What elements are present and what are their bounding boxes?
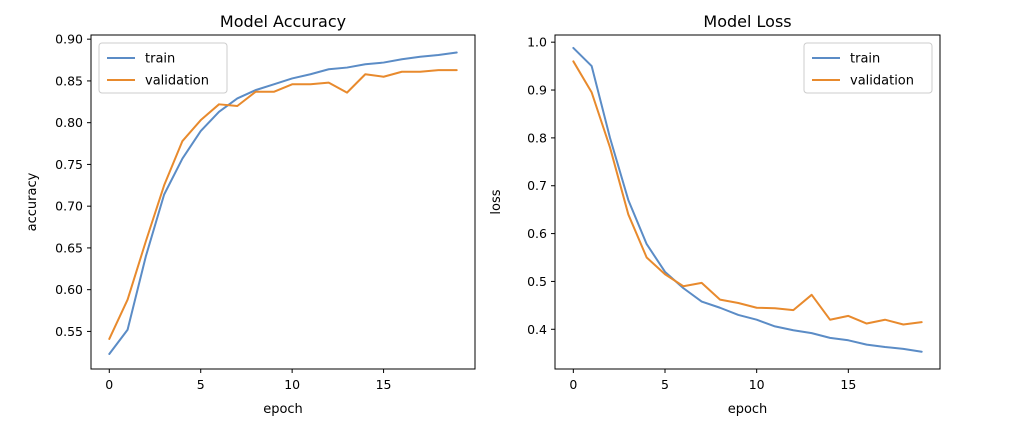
- y-tick-label: 0.90: [55, 32, 83, 47]
- legend-label-train: train: [850, 52, 880, 67]
- series-line-train: [572, 46, 923, 353]
- y-tick-label: 0.8: [527, 130, 547, 145]
- y-tick-label: 0.7: [527, 178, 547, 193]
- y-axis-label: accuracy: [25, 172, 40, 231]
- y-tick-label: 0.4: [527, 322, 547, 337]
- chart-title: Model Accuracy: [220, 12, 346, 31]
- x-tick-label: 10: [749, 377, 765, 392]
- x-tick-label: 5: [197, 377, 205, 392]
- legend-label-validation: validation: [145, 74, 209, 89]
- series-line-train: [108, 51, 458, 355]
- y-tick-label: 0.5: [527, 274, 547, 289]
- legend: train validation: [803, 42, 933, 94]
- loss-chart: Model Loss epoch loss 0 5 10 15 0.4 0.5 0.6 0.7…: [489, 12, 941, 417]
- y-tick-label: 0.65: [55, 240, 83, 255]
- legend-label-train: train: [145, 52, 175, 67]
- y-tick-label: 0.6: [527, 226, 547, 241]
- y-tick-label: 0.75: [55, 157, 83, 172]
- x-tick-label: 0: [569, 377, 577, 392]
- series-line-validation: [108, 69, 458, 340]
- accuracy-chart: Model Accuracy epoch accuracy 0 5 10 15 0.55…: [25, 12, 476, 417]
- x-tick-label: 15: [376, 377, 392, 392]
- y-tick-label: 0.85: [55, 73, 83, 88]
- plot-frame: [554, 34, 941, 370]
- y-axis-label: loss: [489, 189, 504, 214]
- y-tick-label: 0.80: [55, 115, 83, 130]
- chart-title: Model Loss: [703, 12, 791, 31]
- x-axis-label: epoch: [728, 402, 768, 417]
- y-tick-label: 1.0: [527, 35, 547, 50]
- x-tick-label: 10: [284, 377, 300, 392]
- legend: train validation: [98, 42, 228, 94]
- x-tick-label: 15: [840, 377, 856, 392]
- y-tick-label: 0.9: [527, 83, 547, 98]
- y-tick-label: 0.70: [55, 199, 83, 214]
- plot-frame: [90, 34, 476, 370]
- x-tick-label: 0: [105, 377, 113, 392]
- x-tick-label: 5: [661, 377, 669, 392]
- y-tick-label: 0.60: [55, 282, 83, 297]
- legend-label-validation: validation: [850, 74, 914, 89]
- x-axis-label: epoch: [263, 402, 303, 417]
- y-tick-label: 0.55: [55, 324, 83, 339]
- series-line-validation: [572, 60, 923, 326]
